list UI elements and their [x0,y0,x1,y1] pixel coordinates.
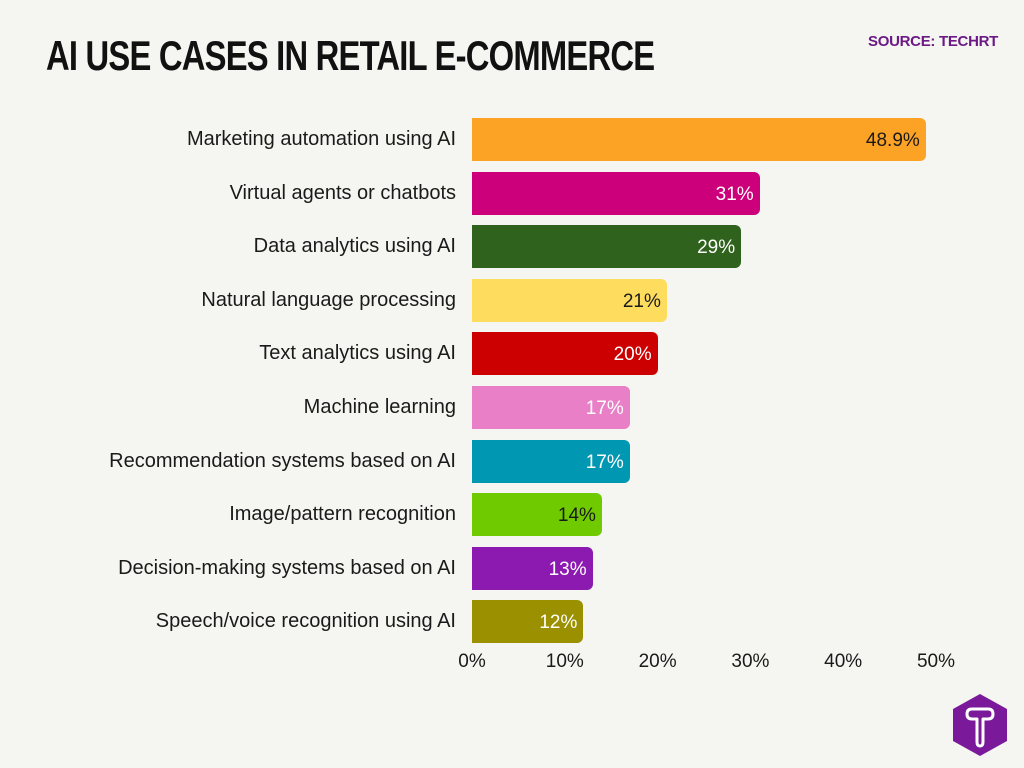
category-label: Natural language processing [201,288,456,311]
bar: 31% [472,171,760,215]
x-axis-tick-label: 30% [731,651,770,672]
bar-value-label: 14% [557,505,596,527]
category-label: Speech/voice recognition using AI [155,610,456,633]
bar: 48.9% [472,118,926,161]
bar: 20% [472,332,658,376]
bar-value-label: 13% [548,558,587,580]
bar: 14% [472,493,602,537]
category-label: Text analytics using AI [259,342,456,365]
bar: 13% [472,546,593,590]
bar-chart: Marketing automation using AI 48.9% Virtua… [0,118,1024,672]
techrt-logo-icon [953,694,1007,756]
category-label: Decision-making systems based on AI [118,556,456,579]
x-axis-tick-label: 50% [916,651,956,672]
bar-row: Text analytics using AI 20% [0,332,1024,376]
bar-value-label: 31% [715,183,754,205]
bar-value-label: 48.9% [865,130,920,151]
bar-row: Speech/voice recognition using AI 12% [0,600,1024,644]
category-label: Image/pattern recognition [229,503,456,526]
x-axis-tick-label: 20% [638,651,677,672]
x-axis-tick-label: 10% [545,651,584,672]
bar-value-label: 21% [622,290,661,312]
chart-title: AI USE CASES IN RETAIL E-COMMERCE [46,32,655,79]
bar: 12% [472,600,584,644]
bar-value-label: 29% [697,237,736,259]
bar-value-label: 20% [613,344,652,366]
x-axis-tick-label: 40% [824,651,863,672]
bar-value-label: 17% [585,398,624,419]
category-label: Virtual agents or chatbots [229,181,456,204]
bar-row: Natural language processing 21% [0,278,1024,322]
bar-value-label: 17% [585,451,624,473]
bar-row: Recommendation systems based on AI 17% [0,439,1024,483]
category-label: Marketing automation using AI [186,128,456,150]
bar-row: Image/pattern recognition 14% [0,493,1024,537]
source-label: SOURCE: TECHRT [868,33,998,50]
bar: 17% [472,386,630,429]
bar-row: Data analytics using AI 29% [0,225,1024,269]
bar: 21% [472,278,667,322]
bar: 17% [472,439,630,483]
bar-row: Marketing automation using AI 48.9% [0,118,1024,161]
category-label: Data analytics using AI [253,235,456,258]
bar-row: Decision-making systems based on AI 13% [0,546,1024,590]
bar: 29% [472,225,742,269]
bar-row: Machine learning 17% [0,386,1024,429]
category-label: Recommendation systems based on AI [109,449,456,472]
bar-value-label: 12% [539,612,578,634]
x-axis-tick-label: 0% [458,651,486,672]
bar-row: Virtual agents or chatbots 31% [0,171,1024,215]
category-label: Machine learning [303,396,456,418]
